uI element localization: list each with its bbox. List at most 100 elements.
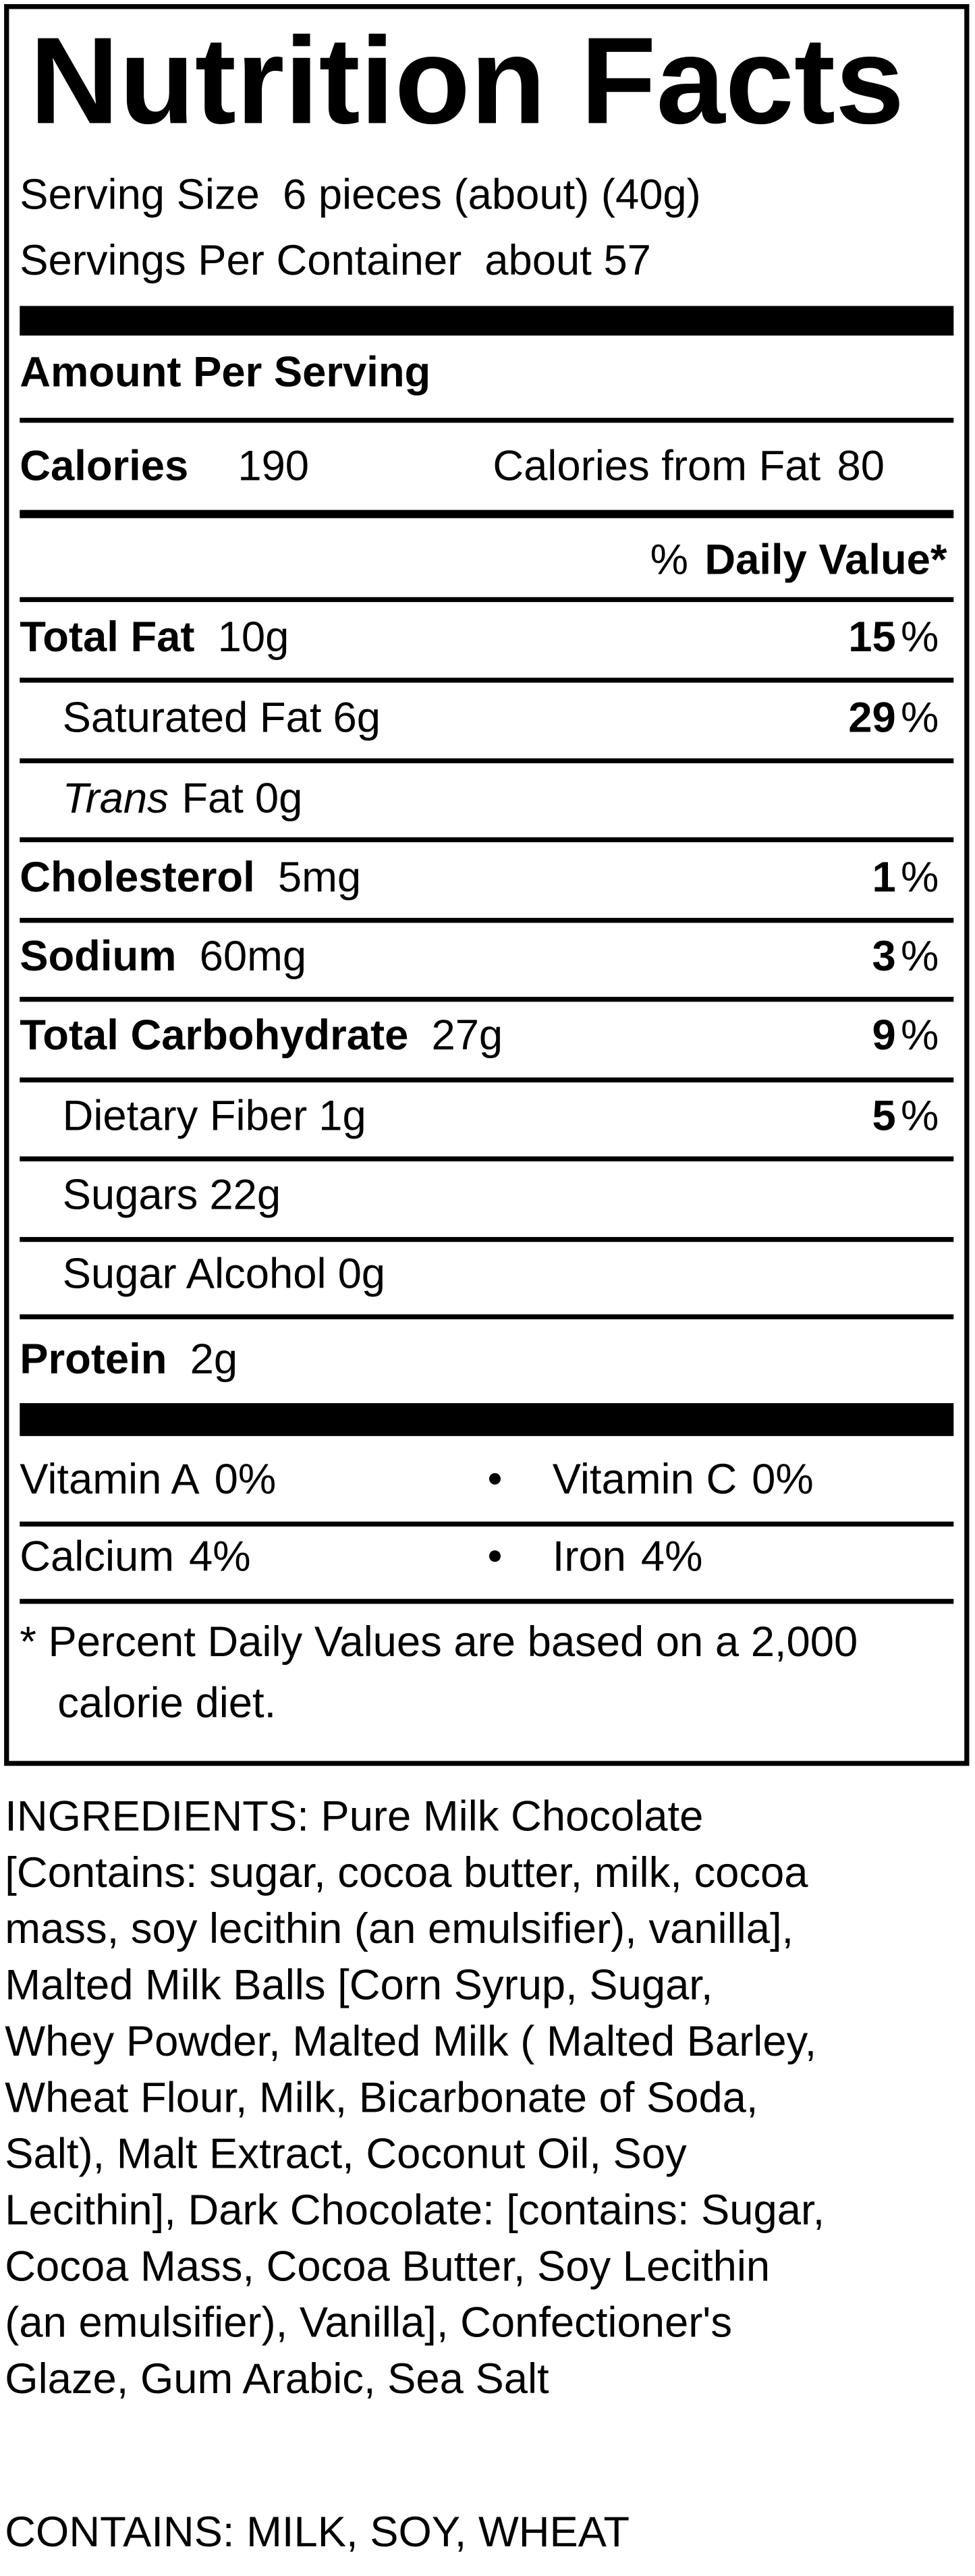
percent-sign: % <box>901 1092 939 1139</box>
footnote-line: * Percent Daily Values are based on a 2,… <box>20 1618 858 1666</box>
ingredients-line: Salt), Malt Extract, Coconut Oil, Soy <box>5 2131 687 2178</box>
ingredients-line: (an emulsifier), Vanilla], Confectioner'… <box>5 2299 732 2347</box>
nutrient-amount: 22g <box>209 1171 281 1218</box>
nutrient-row: Saturated Fat 6g <box>63 694 381 741</box>
nutrient-row: Sugars 22g <box>63 1171 281 1218</box>
calories-label: Calories <box>20 442 188 489</box>
nutrient-name: Total Carbohydrate <box>20 1012 408 1059</box>
nutrient-name: Sodium <box>20 933 176 980</box>
nutrient-amount: 0g <box>338 1250 385 1297</box>
nutrient-name: Sugar Alcohol <box>63 1250 327 1297</box>
nutrient-amount: 60mg <box>200 933 306 980</box>
daily-value-number: 29 <box>848 694 895 741</box>
vitamin: Vitamin C 0% <box>553 1456 814 1503</box>
nutrient-name: Saturated Fat <box>63 694 322 741</box>
rule <box>20 758 954 763</box>
rule <box>20 1314 954 1319</box>
nutrient-row: Trans Fat 0g <box>63 775 303 822</box>
daily-value: 15% <box>848 613 939 661</box>
calories-from-fat: Calories from Fat 80 <box>493 442 885 489</box>
vitamin-value: 4% <box>641 1533 703 1580</box>
medium-rule <box>20 510 954 518</box>
daily-value: 9% <box>872 1012 939 1059</box>
title: Nutrition Facts <box>30 11 904 149</box>
calories: Calories 190 <box>20 442 309 489</box>
daily-value: 29% <box>848 694 939 741</box>
rule <box>20 1521 954 1527</box>
ingredients-line: Wheat Flour, Milk, Bicarbonate of Soda, <box>5 2074 758 2121</box>
vitamin-name: Vitamin A <box>20 1456 200 1503</box>
vitamin-value: 4% <box>189 1533 251 1580</box>
serving-size: Serving Size 6 pieces (about) (40g) <box>20 171 701 218</box>
ingredients-line: mass, soy lecithin (an emulsifier), vani… <box>5 1905 793 1952</box>
serving-size-label: Serving Size <box>20 171 260 218</box>
daily-value-header: % Daily Value* <box>650 536 947 583</box>
calories-value: 190 <box>238 442 309 489</box>
percent-sign: % <box>901 1012 939 1059</box>
servings-value: about 57 <box>484 237 651 284</box>
percent-sign: % <box>650 536 688 583</box>
nutrient-prefix: Trans <box>63 775 169 822</box>
bullet <box>489 1550 501 1562</box>
nutrient-row: Dietary Fiber 1g <box>63 1092 366 1139</box>
nutrient-amount: 2g <box>190 1336 238 1383</box>
vitamin-name: Vitamin C <box>553 1456 737 1503</box>
thick-rule <box>20 1403 954 1436</box>
ingredients-line: Lecithin], Dark Chocolate: [contains: Su… <box>5 2187 825 2234</box>
servings-label: Servings Per Container <box>20 237 462 284</box>
rule <box>20 918 954 923</box>
calories-from-fat-value: 80 <box>837 442 885 489</box>
footnote-line: calorie diet. <box>57 1679 276 1726</box>
ingredients-line: Malted Milk Balls [Corn Syrup, Sugar, <box>5 1962 713 2009</box>
rule <box>20 997 954 1002</box>
vitamin-name: Iron <box>553 1533 626 1580</box>
ingredients-line: Glaze, Gum Arabic, Sea Salt <box>5 2355 549 2403</box>
vitamin: Iron 4% <box>553 1533 703 1580</box>
daily-value: 5% <box>872 1092 939 1139</box>
ingredients-line: [Contains: sugar, cocoa butter, milk, co… <box>5 1849 808 1896</box>
nutrient-row: Protein 2g <box>20 1336 238 1383</box>
nutrient-name: Cholesterol <box>20 854 254 901</box>
rule <box>20 1077 954 1083</box>
bullet <box>489 1473 501 1485</box>
vitamin: Calcium 4% <box>20 1533 250 1580</box>
rule <box>20 418 954 423</box>
nutrient-name: Sugars <box>63 1171 198 1218</box>
ingredients-line: INGREDIENTS: Pure Milk Chocolate <box>5 1793 703 1840</box>
nutrient-amount: 5mg <box>278 854 361 901</box>
nutrient-amount: 0g <box>255 775 302 822</box>
contains: CONTAINS: MILK, SOY, WHEAT <box>5 2509 630 2556</box>
nutrient-amount: 6g <box>333 694 381 741</box>
percent-sign: % <box>901 694 939 741</box>
rule <box>20 837 954 842</box>
daily-value: 1% <box>872 854 939 901</box>
calories-from-fat-label: Calories from Fat <box>493 442 820 489</box>
ingredients-line: Whey Powder, Malted Milk ( Malted Barley… <box>5 2018 816 2065</box>
ingredients-line: Cocoa Mass, Cocoa Butter, Soy Lecithin <box>5 2243 770 2290</box>
rule <box>20 1156 954 1161</box>
rule <box>20 597 954 603</box>
thick-rule <box>20 306 954 336</box>
serving-size-value: 6 pieces (about) (40g) <box>283 171 701 218</box>
daily-value: 3% <box>872 933 939 980</box>
nutrient-row: Sodium 60mg <box>20 933 306 980</box>
daily-value-label: Daily Value* <box>704 536 947 583</box>
nutrient-row: Cholesterol 5mg <box>20 854 361 901</box>
rule <box>20 678 954 683</box>
nutrient-row: Total Fat 10g <box>20 613 289 661</box>
daily-value-number: 3 <box>872 933 895 980</box>
nutrient-name: Dietary Fiber <box>63 1092 308 1139</box>
label-border <box>4 4 970 1766</box>
nutrient-name: Total Fat <box>20 613 194 661</box>
nutrient-amount: 1g <box>318 1092 366 1139</box>
nutrient-row: Total Carbohydrate 27g <box>20 1012 503 1059</box>
nutrient-amount: 10g <box>218 613 289 661</box>
percent-sign: % <box>901 854 939 901</box>
servings: Servings Per Container about 57 <box>20 237 651 284</box>
daily-value-number: 15 <box>848 613 895 661</box>
daily-value-number: 9 <box>872 1012 895 1059</box>
vitamin-value: 0% <box>215 1456 277 1503</box>
nutrient-name: Protein <box>20 1336 167 1383</box>
vitamin: Vitamin A 0% <box>20 1456 276 1503</box>
